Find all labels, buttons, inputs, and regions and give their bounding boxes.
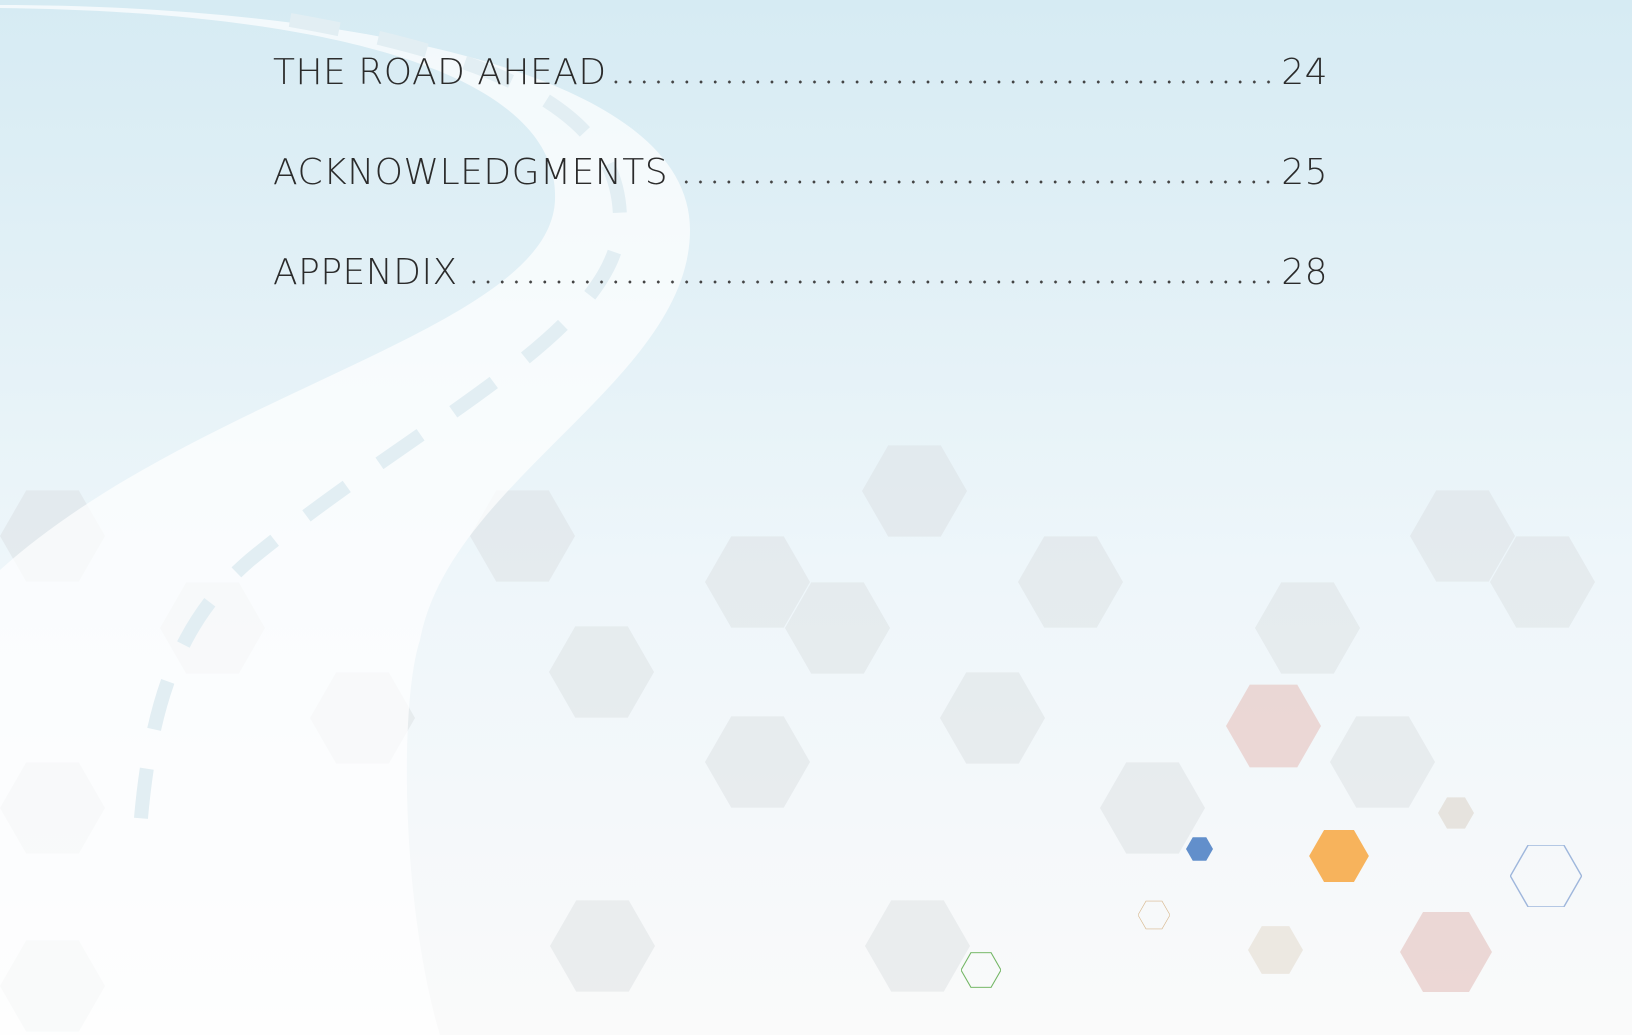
page-number: 28 <box>1281 252 1328 293</box>
entry-title: ACKNOWLEDGMENTS <box>273 152 668 193</box>
page-number: 24 <box>1281 52 1328 93</box>
toc-entry: THE ROAD AHEAD 24 <box>273 52 1328 152</box>
entry-title: THE ROAD AHEAD <box>273 52 607 93</box>
page-number: 25 <box>1281 152 1328 193</box>
toc-entry: APPENDIX 28 <box>273 252 1328 352</box>
dot-leader <box>674 180 1275 184</box>
page: THE ROAD AHEAD 24 ACKNOWLEDGMENTS 25 APPENDI… <box>0 0 1632 1035</box>
entry-title: APPENDIX <box>273 252 458 293</box>
toc-entry: ACKNOWLEDGMENTS 25 <box>273 152 1328 252</box>
dot-leader <box>464 280 1275 284</box>
table-of-contents: THE ROAD AHEAD 24 ACKNOWLEDGMENTS 25 APPENDI… <box>273 52 1328 352</box>
dot-leader <box>613 80 1276 84</box>
